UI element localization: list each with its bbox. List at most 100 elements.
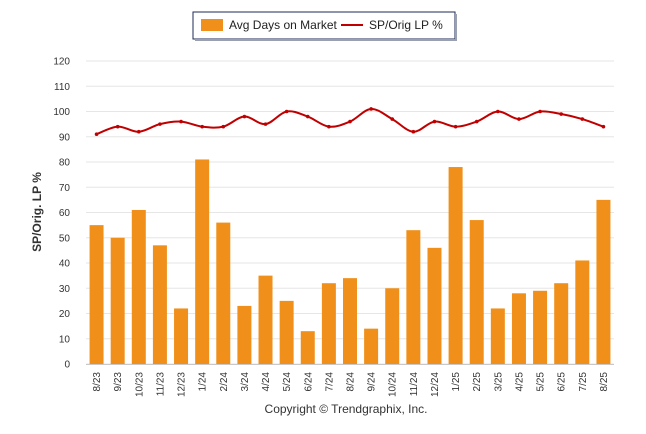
y-axis: 0 10 20 30 40 50 60 70 80 90 100 110 120: [53, 57, 70, 371]
line-point: [559, 112, 563, 116]
bar: [575, 260, 590, 364]
legend-shadow-bottom: [195, 39, 457, 41]
y-tick-label: 60: [59, 208, 71, 219]
bar: [511, 293, 526, 364]
line-point: [242, 114, 247, 119]
y-tick-label: 0: [64, 360, 70, 371]
x-tick-label: 6/24: [303, 372, 314, 392]
line-point: [305, 114, 310, 119]
y-tick-label: 120: [53, 57, 70, 68]
legend-box: [192, 11, 456, 40]
line-point: [158, 122, 162, 126]
y-tick-label: 20: [59, 309, 71, 320]
y-tick-label: 100: [53, 107, 70, 118]
legend: Avg Days on Market SP/Orig LP %: [192, 11, 457, 41]
bar: [533, 290, 548, 364]
bar: [321, 283, 336, 364]
bar: [427, 247, 442, 364]
x-tick-label: 4/24: [261, 372, 272, 392]
x-tick-label: 9/23: [113, 372, 124, 392]
bar: [385, 288, 400, 364]
bar: [279, 300, 294, 364]
line-point: [369, 107, 373, 111]
x-tick-label: 5/24: [282, 372, 293, 392]
y-axis-title: SP/Orig. LP %: [30, 172, 44, 252]
line-point: [474, 119, 479, 124]
line-point: [453, 124, 458, 129]
line-point: [601, 124, 606, 129]
x-tick-label: 11/23: [155, 372, 166, 397]
line-point: [137, 129, 141, 134]
line-point: [115, 124, 120, 129]
y-tick-label: 40: [59, 259, 71, 270]
x-tick-label: 8/24: [346, 372, 357, 392]
x-axis: 8/23 9/23 10/23 11/23 12/23 1/24 2/24 3/24 4/24 5…: [86, 364, 614, 397]
line-point: [496, 109, 500, 114]
line-point: [538, 109, 542, 114]
bar: [110, 237, 125, 364]
bar: [258, 275, 273, 364]
bar: [300, 331, 315, 364]
line-point: [411, 129, 416, 134]
x-tick-label: 10/24: [388, 372, 399, 397]
y-tick-label: 70: [59, 183, 71, 194]
line-point: [94, 132, 99, 137]
x-tick-label: 11/24: [409, 372, 420, 397]
x-tick-label: 2/24: [219, 372, 230, 392]
line-point: [348, 119, 352, 124]
x-tick-label: 1/24: [198, 372, 209, 392]
y-tick-label: 50: [59, 233, 71, 244]
x-tick-label: 1/25: [451, 372, 462, 392]
x-tick-label: 9/24: [367, 372, 378, 392]
x-tick-label: 7/25: [578, 372, 589, 392]
x-tick-label: 12/24: [430, 372, 441, 397]
bar-series: [89, 159, 611, 364]
x-tick-label: 7/24: [324, 372, 335, 392]
bar: [174, 308, 189, 364]
line-point: [580, 117, 585, 121]
bar: [343, 278, 357, 364]
bar: [406, 230, 421, 364]
bar: [131, 209, 146, 364]
legend-shadow: [455, 14, 457, 41]
bar: [237, 305, 252, 364]
line-point: [390, 117, 395, 121]
x-tick-label: 3/25: [493, 372, 504, 392]
x-tick-label: 8/23: [92, 372, 103, 392]
bar: [469, 220, 484, 364]
line-point: [200, 124, 204, 129]
y-tick-label: 90: [59, 132, 71, 143]
y-tick-label: 30: [59, 284, 71, 295]
y-tick-label: 110: [54, 82, 70, 93]
line-point: [221, 124, 226, 129]
line-point: [432, 119, 437, 124]
line-point: [179, 119, 183, 124]
bar: [596, 199, 611, 364]
x-tick-label: 5/25: [536, 372, 547, 392]
y-tick-label: 80: [59, 158, 71, 169]
y-tick-label: 10: [59, 334, 71, 345]
bar: [89, 225, 104, 364]
bar: [554, 283, 569, 364]
line-point: [284, 109, 289, 114]
line-point: [327, 124, 331, 129]
legend-label-days: Avg Days on Market: [229, 18, 337, 32]
line-series: [94, 107, 606, 137]
bar: [216, 222, 231, 364]
x-tick-label: 6/25: [557, 372, 568, 392]
line-point: [263, 122, 268, 126]
line-point: [517, 117, 521, 121]
x-tick-label: 10/23: [134, 372, 145, 397]
bar: [448, 167, 463, 364]
bar: [152, 245, 167, 364]
bar: [490, 308, 505, 364]
x-tick-label: 4/25: [514, 372, 525, 392]
x-tick-label: 3/24: [240, 372, 251, 392]
x-tick-label: 12/23: [177, 372, 188, 397]
bar: [364, 328, 379, 364]
bar: [195, 159, 210, 364]
copyright-text: Copyright © Trendgraphix, Inc.: [265, 402, 428, 416]
x-tick-label: 2/25: [472, 372, 483, 392]
legend-label-splp: SP/Orig LP %: [369, 18, 443, 32]
